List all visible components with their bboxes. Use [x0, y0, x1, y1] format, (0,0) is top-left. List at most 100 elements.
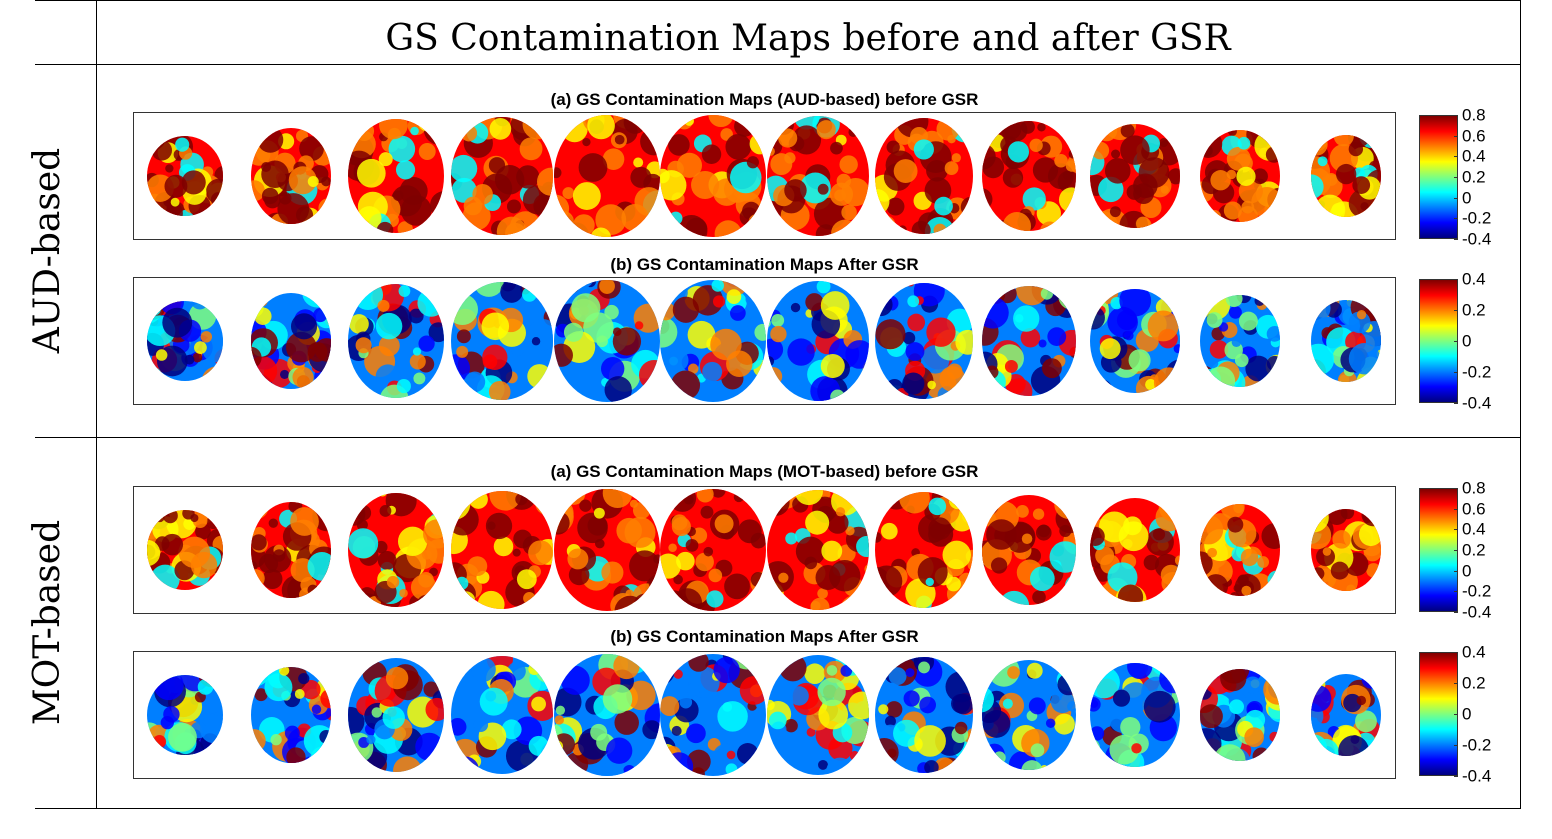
colorbar-tick-label: -0.2 [1462, 581, 1492, 601]
brain-slice [1311, 509, 1381, 591]
header-rule [35, 64, 1521, 65]
brain-slice [767, 281, 870, 401]
brain-slice [1311, 674, 1381, 756]
colorbar-tick-label: 0 [1462, 331, 1472, 351]
brain-slice [450, 117, 553, 235]
brain-slice [348, 119, 445, 233]
colorbar-tick-mark [1454, 508, 1458, 510]
colorbar-tick-mark [1454, 156, 1458, 158]
brain-slice [554, 280, 661, 402]
brain-slice [1200, 669, 1281, 761]
colorbar-tick-label: 0.4 [1462, 146, 1486, 166]
brain-slice [659, 489, 766, 611]
colorbar [1419, 115, 1458, 239]
brain-slice [1089, 663, 1180, 767]
panel-title: (b) GS Contamination Maps After GSR [610, 627, 919, 646]
brain-slice [450, 656, 553, 774]
panel-title: (a) GS Contamination Maps (AUD-based) be… [550, 90, 979, 109]
brain-slice [659, 654, 766, 776]
colorbar-tick-mark [1454, 239, 1458, 240]
colorbar-tick-label: 0.8 [1462, 105, 1486, 125]
colorbar-tick-mark [1454, 135, 1458, 137]
brain-slice-panel [133, 277, 1396, 405]
brain-slice [450, 491, 553, 609]
brain-slice [767, 490, 870, 610]
row-label-text: MOT-based [27, 519, 69, 726]
colorbar-tick-mark [1454, 550, 1458, 551]
brain-slice [147, 510, 223, 590]
brain-slice [250, 502, 331, 598]
brain-slice [874, 118, 973, 234]
row-divider [35, 437, 1521, 438]
brain-slice [982, 286, 1077, 396]
brain-slice [554, 654, 661, 776]
colorbar-tick-label: 0.2 [1462, 300, 1486, 320]
brain-slice [874, 283, 973, 399]
brain-slice [982, 121, 1077, 231]
colorbar-tick-mark [1454, 529, 1458, 531]
colorbar-tick-mark [1454, 488, 1458, 489]
colorbar-tick-mark [1454, 372, 1458, 373]
colorbar-tick-mark [1454, 403, 1458, 404]
brain-slice [147, 675, 223, 755]
brain-slice-panel [133, 486, 1396, 614]
brain-slice [874, 657, 973, 773]
colorbar-tick-mark [1454, 115, 1458, 116]
brain-slice [348, 658, 445, 772]
brain-slice [659, 280, 766, 402]
colorbar-tick-mark [1454, 310, 1458, 311]
colorbar-tick-mark [1454, 591, 1458, 593]
column-divider [96, 0, 97, 809]
colorbar-tick-label: 0.6 [1462, 499, 1486, 519]
table-bottom-rule [35, 808, 1521, 809]
brain-slice [250, 293, 331, 389]
brain-slice [348, 284, 445, 398]
colorbar-tick-label: 0.4 [1462, 519, 1486, 539]
colorbar-tick-label: 0.2 [1462, 673, 1486, 693]
table-right-border [1520, 0, 1521, 809]
colorbar-tick-label: -0.4 [1462, 766, 1492, 786]
colorbar-tick-label: 0 [1462, 704, 1472, 724]
brain-slice [982, 495, 1077, 605]
panel-title: (b) GS Contamination Maps After GSR [610, 255, 919, 274]
colorbar-tick-mark [1454, 197, 1458, 199]
brain-slice [767, 655, 870, 775]
colorbar-tick-mark [1454, 683, 1458, 684]
figure-title: GS Contamination Maps before and after G… [385, 18, 1231, 59]
colorbar-tick-mark [1454, 570, 1458, 572]
colorbar-tick-label: -0.2 [1462, 735, 1492, 755]
brain-slice-panel [133, 651, 1396, 779]
brain-slice [348, 493, 445, 607]
colorbar-tick-mark [1454, 652, 1458, 653]
colorbar-tick-label: 0.2 [1462, 167, 1486, 187]
row-label-aud: AUD-based [0, 64, 96, 437]
colorbar-tick-mark [1454, 776, 1458, 777]
colorbar-tick-label: 0.4 [1462, 269, 1486, 289]
colorbar [1419, 652, 1458, 776]
brain-slice [250, 667, 331, 763]
colorbar-tick-label: 0.8 [1462, 478, 1486, 498]
brain-slice [1200, 130, 1281, 222]
colorbar-tick-label: -0.4 [1462, 393, 1492, 413]
brain-slice [874, 492, 973, 608]
colorbar-tick-label: -0.2 [1462, 362, 1492, 382]
brain-slice-panel [133, 112, 1396, 240]
colorbar-tick-mark [1454, 218, 1458, 220]
colorbar-tick-mark [1454, 279, 1458, 280]
colorbar-tick-label: 0.4 [1462, 642, 1486, 662]
colorbar-tick-label: -0.4 [1462, 602, 1492, 622]
brain-slice [250, 128, 331, 224]
colorbar-tick-label: 0.6 [1462, 126, 1486, 146]
colorbar [1419, 279, 1458, 403]
brain-slice [1311, 300, 1381, 382]
brain-slice [659, 115, 766, 237]
brain-slice [554, 489, 661, 611]
colorbar-tick-label: 0 [1462, 561, 1472, 581]
row-label-text: AUD-based [27, 147, 69, 354]
colorbar-tick-mark [1454, 612, 1458, 613]
panel-title: (a) GS Contamination Maps (MOT-based) be… [550, 462, 979, 481]
brain-slice [1311, 135, 1381, 217]
colorbar-tick-mark [1454, 177, 1458, 178]
brain-slice [1200, 295, 1281, 387]
colorbar-tick-mark [1454, 714, 1458, 715]
